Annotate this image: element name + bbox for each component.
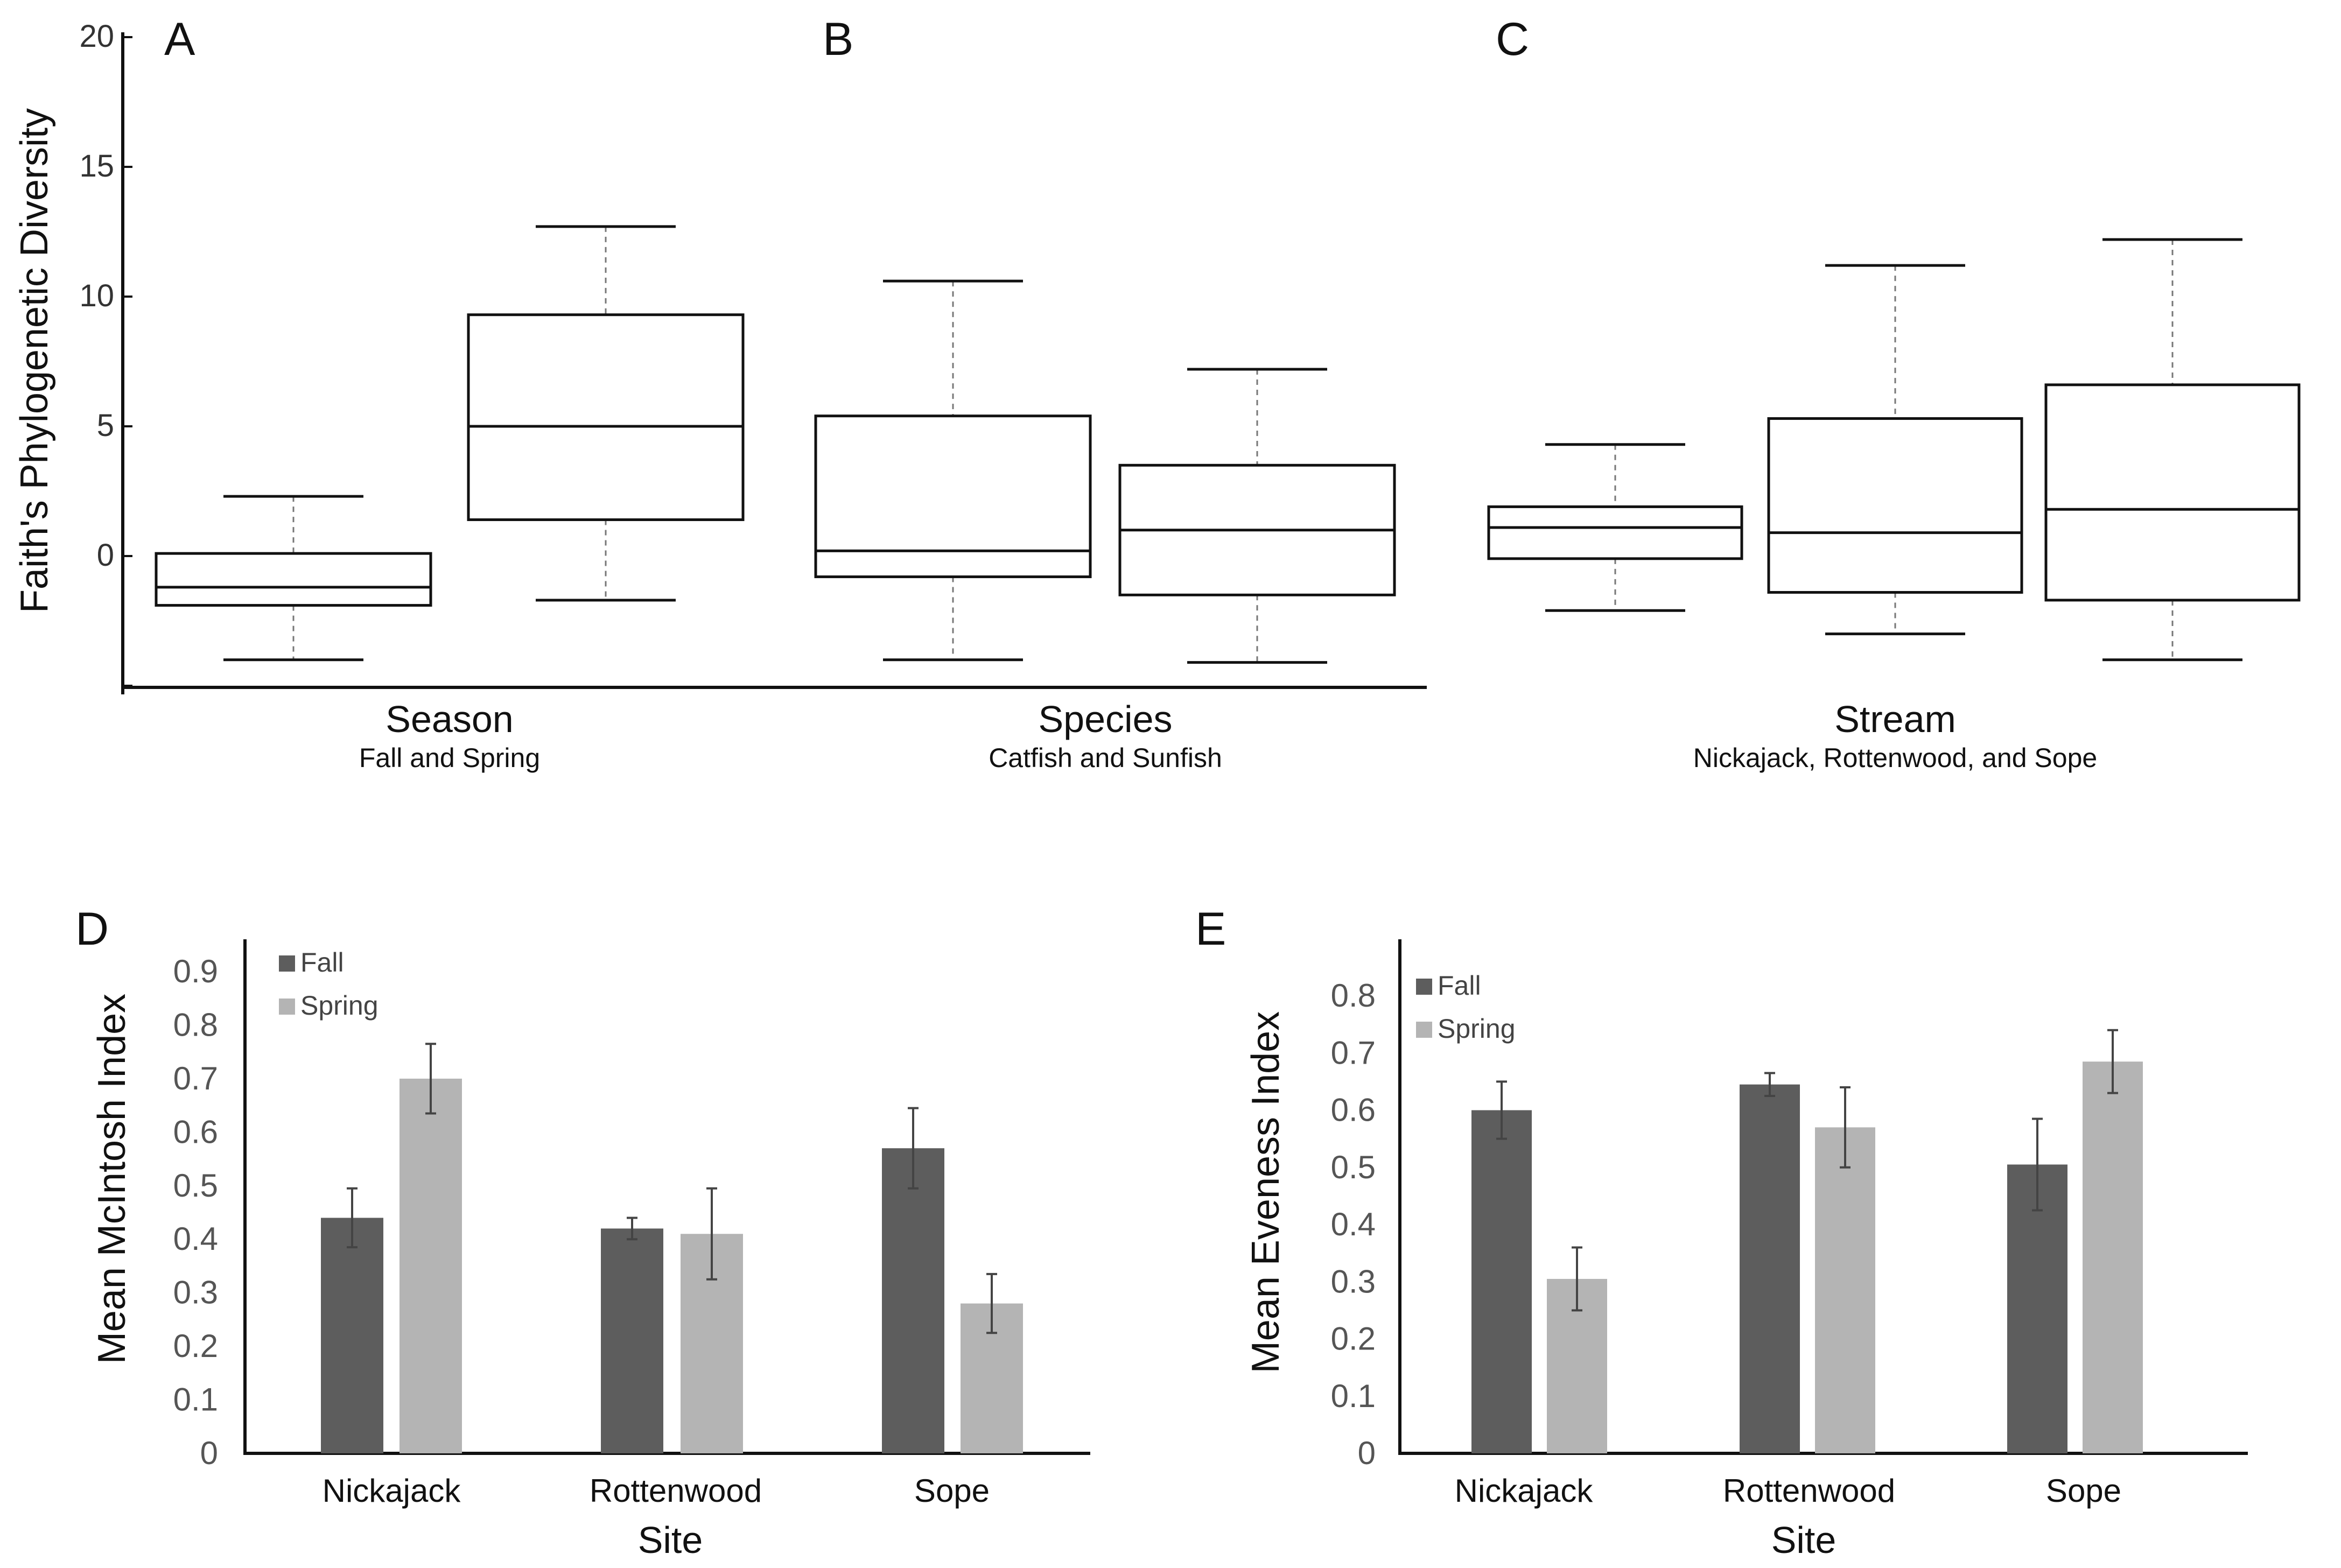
eveness-x-title: Site [1771, 1519, 1837, 1561]
y-tick-label: 5 [97, 408, 114, 443]
bar-fall-rottenwood [1740, 1084, 1800, 1453]
y-tick-label: 0.4 [1331, 1206, 1376, 1242]
box-a-1 [155, 495, 432, 662]
bar-fall-nickajack [321, 1218, 383, 1453]
mcintosh-y-title: Mean McIntosh Index [90, 994, 134, 1364]
y-tick-label: 0 [200, 1435, 218, 1471]
eveness-y-ticks: 0.8 0.7 0.6 0.5 0.4 0.3 0.2 0.1 0 [1331, 978, 1376, 1471]
legend-label-fall: Fall [1438, 971, 1481, 1001]
box-c-1 [1487, 443, 1743, 612]
legend-label-fall: Fall [300, 947, 344, 978]
iqr-box [1767, 417, 2023, 594]
panel-label-a: A [164, 13, 195, 65]
y-tick-label: 0.4 [173, 1221, 218, 1257]
box-b-2 [1118, 368, 1396, 664]
group-title-season: Season [386, 698, 513, 740]
bar-spring-sope [2083, 1061, 2143, 1453]
panel-label-b: B [823, 13, 853, 65]
y-tick-label: 0.5 [173, 1168, 218, 1204]
bar-fall-rottenwood [601, 1228, 663, 1453]
group-title-species: Species [1038, 698, 1172, 740]
bar-fall-sope [2007, 1164, 2067, 1453]
legend-label-spring: Spring [300, 990, 379, 1021]
mcintosh-x-ticks: Nickajack Rottenwood Sope [323, 1473, 990, 1509]
x-tick-label: Sope [2046, 1473, 2121, 1509]
mcintosh-bar-chart: Mean McIntosh Index Site 0.9 0.8 0.7 0.6 0.5… [90, 939, 1090, 1561]
mcintosh-x-title: Site [638, 1519, 703, 1561]
y-tick-label: 0.1 [1331, 1378, 1376, 1414]
y-tick-label: 15 [79, 149, 114, 184]
bar-spring-nickajack [399, 1078, 462, 1453]
iqr-box [1487, 505, 1743, 560]
bar-fall-sope [882, 1148, 944, 1453]
boxplot-marks [155, 225, 2301, 664]
y-tick-label: 0.8 [1331, 978, 1376, 1014]
boxplot-panel: Faith's Phylogenetic Diversity 20151050 … [13, 19, 2301, 773]
x-tick-label: Rottenwood [1723, 1473, 1895, 1509]
eveness-y-title: Mean Eveness Index [1244, 1011, 1287, 1373]
legend-swatch-spring [279, 999, 295, 1015]
y-tick-label: 0.2 [1331, 1321, 1376, 1357]
legend-swatch-fall [279, 955, 295, 972]
eveness-x-ticks: Nickajack Rottenwood Sope [1455, 1473, 2121, 1509]
bar-fall-nickajack [1471, 1110, 1532, 1453]
mcintosh-legend: Fall Spring [279, 947, 379, 1021]
box-c-3 [2044, 238, 2301, 662]
box-b-1 [814, 279, 1092, 662]
mcintosh-bars [321, 1043, 1023, 1453]
mcintosh-y-ticks: 0.9 0.8 0.7 0.6 0.5 0.4 0.3 0.2 0.1 0 [173, 953, 218, 1471]
eveness-legend: Fall Spring [1416, 971, 1516, 1044]
y-tick-label: 0.7 [173, 1060, 218, 1096]
iqr-box [155, 552, 432, 607]
group-subtitle-stream: Nickajack, Rottenwood, and Sope [1693, 743, 2097, 773]
iqr-box [2044, 383, 2301, 602]
legend-swatch-fall [1416, 979, 1432, 995]
y-tick-label: 0.3 [173, 1275, 218, 1311]
y-tick-label: 10 [79, 278, 114, 313]
legend-label-spring: Spring [1438, 1014, 1516, 1044]
panel-label-d: D [75, 903, 109, 955]
y-tick-label: 0.8 [173, 1007, 218, 1043]
boxplot-y-ticks: 20 15 10 5 0 [79, 19, 132, 687]
y-tick-label: 20 [79, 19, 114, 54]
boxplot-y-title: Faith's Phylogenetic Diversity [13, 108, 56, 613]
y-tick-label: 0.7 [1331, 1035, 1376, 1071]
y-tick-label: 0.3 [1331, 1263, 1376, 1299]
iqr-box [467, 313, 745, 522]
x-tick-label: Sope [914, 1473, 990, 1509]
y-tick-label: 0.5 [1331, 1149, 1376, 1185]
box-c-2 [1767, 264, 2023, 636]
group-subtitle-species: Catfish and Sunfish [989, 743, 1222, 773]
panel-label-c: C [1496, 13, 1529, 65]
y-tick-label: 0.1 [173, 1382, 218, 1418]
y-tick-label: 0.2 [173, 1328, 218, 1364]
y-tick-label: 0 [1358, 1435, 1376, 1471]
legend-swatch-spring [1416, 1022, 1432, 1038]
y-tick-label: 0.6 [173, 1114, 218, 1150]
box-a-2 [467, 225, 745, 602]
x-tick-label: Rottenwood [590, 1473, 762, 1509]
panel-label-e: E [1195, 903, 1226, 955]
eveness-bar-chart: Mean Eveness Index Site 0.80.70.60.50.40… [1244, 939, 2248, 1561]
eveness-bars [1471, 1029, 2143, 1453]
x-tick-label: Nickajack [323, 1473, 461, 1509]
group-subtitle-season: Fall and Spring [359, 743, 540, 773]
y-tick-label: 0.9 [173, 953, 218, 989]
group-title-stream: Stream [1834, 698, 1956, 740]
bar-spring-rottenwood [1815, 1127, 1875, 1453]
y-tick-label: 0 [97, 538, 114, 573]
x-tick-label: Nickajack [1455, 1473, 1594, 1509]
iqr-box [814, 414, 1092, 579]
y-tick-label: 0.6 [1331, 1092, 1376, 1128]
